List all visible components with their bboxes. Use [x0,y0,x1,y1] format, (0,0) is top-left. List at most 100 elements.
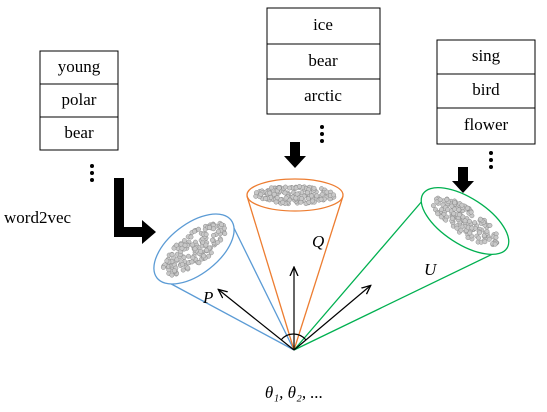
thick-arrow [284,142,306,168]
point [172,268,176,272]
point [223,231,227,235]
point [193,247,197,251]
point [295,192,299,196]
point [468,231,472,235]
parameter-label: θ₁, θ₂, ... [265,383,323,402]
point [488,223,492,227]
point [331,193,335,197]
point [445,197,449,201]
point [170,252,174,256]
point [267,191,271,195]
point [465,206,469,210]
point [445,207,449,211]
point [211,227,215,231]
point [182,238,186,242]
point [467,219,471,223]
cone-label: U [424,260,438,279]
point [463,219,467,223]
point [455,226,459,230]
point [460,203,464,207]
point [204,232,208,236]
word: bear [308,51,338,70]
point [444,218,448,222]
word: ice [313,15,333,34]
point [310,199,314,203]
point [494,235,498,239]
point [216,240,220,244]
point [478,217,482,221]
point [297,184,301,188]
point [202,254,206,258]
cone-label: Q [312,232,324,251]
point [175,257,179,261]
point [204,243,208,247]
point [165,259,169,263]
word: polar [62,90,97,109]
point [281,200,285,204]
point [435,200,439,204]
cone-label: P [202,288,213,307]
point [476,236,480,240]
point [483,240,487,244]
point [436,212,440,216]
point [283,185,287,189]
point [299,196,303,200]
thick-arrow [114,178,156,244]
point [457,213,461,217]
cones [142,174,520,350]
point [161,265,165,269]
point [197,261,201,265]
point [180,262,184,266]
point [196,227,200,231]
point [284,196,288,200]
point [315,194,319,198]
point [287,186,291,190]
point [198,249,202,253]
point [191,256,195,260]
vector [219,268,370,350]
point [174,243,178,247]
thick-arrow [452,167,474,193]
point [459,228,463,232]
point [190,260,194,264]
point [439,215,443,219]
point [263,196,267,200]
point [453,201,457,205]
point [181,268,185,272]
word: bird [472,80,500,99]
point [204,248,208,252]
point [320,192,324,196]
point [309,194,313,198]
point [470,226,474,230]
point [186,254,190,258]
point [485,229,489,233]
point [211,233,215,237]
point [472,220,476,224]
word: young [58,57,101,76]
point [450,216,454,220]
point [274,200,278,204]
point [192,229,196,233]
point [186,266,190,270]
point [254,190,258,194]
point [319,197,323,201]
diagram: young polar bear ice bear arctic sing bi… [0,0,547,412]
point [277,186,281,190]
word: sing [472,46,501,65]
point [183,243,187,247]
point [312,186,316,190]
point [207,225,211,229]
word: arctic [304,86,342,105]
point [275,196,279,200]
point [269,186,273,190]
point [219,222,223,226]
point [259,192,263,196]
point [210,238,214,242]
point [305,190,309,194]
point [477,231,481,235]
point [283,191,287,195]
word: bear [64,123,94,142]
point [431,203,435,207]
point [493,242,497,246]
point [469,210,473,214]
